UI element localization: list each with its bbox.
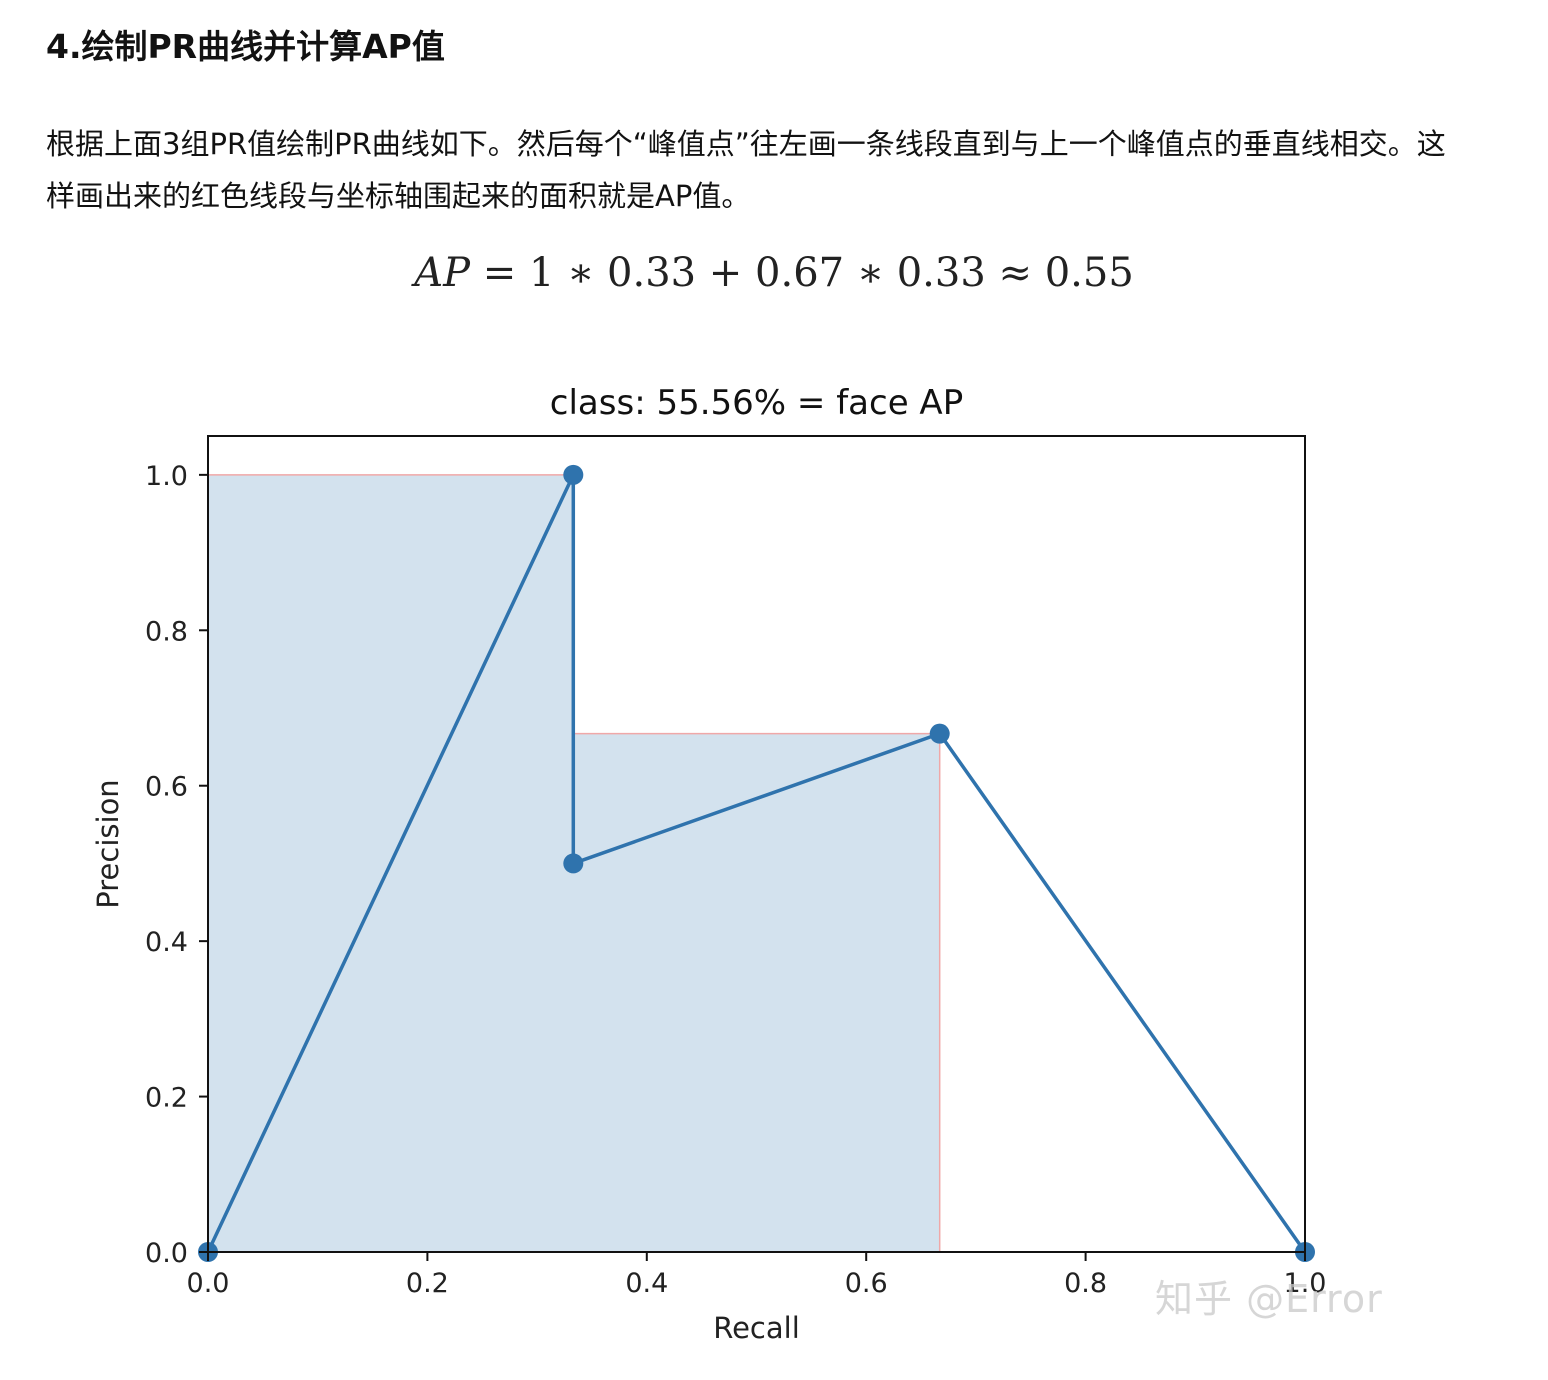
explanation-paragraph: 根据上面3组PR值绘制PR曲线如下。然后每个“峰值点”往左画一条线段直到与上一个…: [46, 127, 1446, 213]
y-axis: 0.0 0.2 0.4 0.6 0.8 1.0: [145, 461, 208, 1269]
x-tick-label: 0.0: [187, 1268, 230, 1299]
section-heading: 4.绘制PR曲线并计算AP值: [46, 27, 445, 66]
y-tick-label: 0.8: [145, 616, 188, 647]
pr-point: [563, 853, 584, 874]
y-tick-label: 0.6: [145, 772, 188, 803]
x-tick-label: 0.8: [1064, 1268, 1107, 1299]
ap-formula: AP = 1 ∗ 0.33 + 0.67 ∗ 0.33 ≈ 0.55: [0, 250, 1548, 296]
x-tick-label: 0.4: [625, 1268, 668, 1299]
pr-point: [563, 464, 584, 485]
x-axis-title: Recall: [713, 1311, 800, 1345]
x-tick-label: 0.2: [406, 1268, 449, 1299]
pr-curve-chart: class: 55.56% = face AP 0.0 0.2 0.4 0.6 0.8 1…: [91, 383, 1327, 1345]
x-axis: 0.0 0.2 0.4 0.6 0.8 1.0: [187, 1252, 1327, 1299]
chart-title: class: 55.56% = face AP: [550, 383, 963, 423]
x-tick-label: 0.6: [845, 1268, 888, 1299]
y-tick-label: 1.0: [145, 461, 188, 492]
watermark: 知乎 @Error: [1155, 1277, 1383, 1321]
pr-point: [929, 723, 950, 744]
y-tick-label: 0.0: [145, 1238, 188, 1269]
y-tick-label: 0.4: [145, 927, 188, 958]
plot-frame: [207, 435, 1306, 1253]
formula-rhs: = 1 ∗ 0.33 + 0.67 ∗ 0.33 ≈ 0.55: [470, 250, 1134, 296]
x-tick-label: 1.0: [1284, 1268, 1327, 1299]
formula-lhs: AP: [414, 250, 471, 296]
y-tick-label: 0.2: [145, 1083, 188, 1114]
y-axis-title: Precision: [91, 779, 125, 908]
